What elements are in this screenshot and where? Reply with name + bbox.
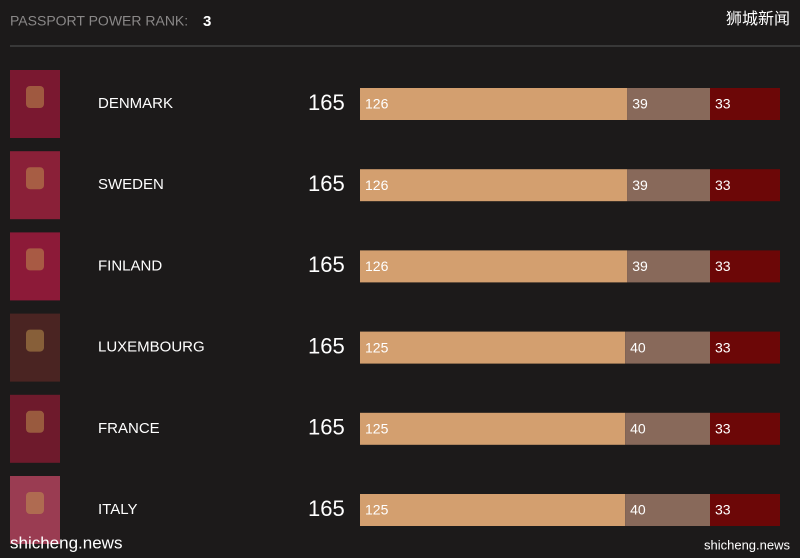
bar-segment bbox=[360, 250, 628, 283]
passport-emblem bbox=[26, 410, 44, 433]
bar-label: 33 bbox=[715, 339, 731, 355]
total: 165 bbox=[308, 252, 345, 277]
rows: DENMARK 165 126 39 33 SWEDEN 165 126 39 33 FINLAND… bbox=[10, 70, 780, 544]
bar-label: 126 bbox=[365, 258, 389, 274]
bar-segment bbox=[710, 88, 780, 120]
bar-segment bbox=[710, 169, 780, 202]
watermark: 狮城新闻 bbox=[726, 10, 790, 28]
total: 165 bbox=[308, 333, 345, 358]
bar-label: 125 bbox=[365, 502, 389, 518]
watermark: shicheng.news bbox=[10, 533, 122, 552]
bar-segment bbox=[710, 331, 780, 364]
bar-segment bbox=[360, 412, 626, 445]
country-name: DENMARK bbox=[98, 95, 173, 112]
passport-emblem bbox=[26, 248, 44, 271]
total: 165 bbox=[308, 90, 345, 115]
bar-segment bbox=[710, 412, 780, 445]
bar-label: 39 bbox=[632, 258, 648, 274]
country-name: SWEDEN bbox=[98, 176, 164, 193]
bar-label: 33 bbox=[715, 258, 731, 274]
bar-label: 39 bbox=[632, 96, 648, 112]
country-name: FRANCE bbox=[98, 420, 160, 437]
passport-emblem bbox=[26, 86, 44, 108]
bar-segment bbox=[627, 88, 710, 120]
country-name: LUXEMBOURG bbox=[98, 339, 205, 356]
country-name: FINLAND bbox=[98, 257, 162, 274]
total: 165 bbox=[308, 415, 345, 440]
bar-label: 33 bbox=[715, 502, 731, 518]
bar-segment bbox=[627, 169, 710, 202]
bar-label: 126 bbox=[365, 177, 389, 193]
bar-segment bbox=[625, 331, 710, 364]
bar-label: 40 bbox=[630, 502, 646, 518]
passport-emblem bbox=[26, 167, 44, 190]
bar-segment bbox=[625, 494, 710, 526]
passport-emblem bbox=[26, 329, 44, 352]
rank: 3 bbox=[203, 13, 211, 30]
bar-segment bbox=[710, 494, 780, 526]
bar-label: 33 bbox=[715, 96, 731, 112]
passport-emblem bbox=[26, 492, 44, 514]
bar-label: 33 bbox=[715, 177, 731, 193]
country-name: ITALY bbox=[98, 501, 137, 518]
bar-label: 33 bbox=[715, 421, 731, 437]
bar-label: 125 bbox=[365, 339, 389, 355]
bar-segment bbox=[710, 250, 780, 283]
bar-label: 40 bbox=[630, 421, 646, 437]
bar-segment bbox=[360, 331, 626, 364]
bar-segment bbox=[627, 250, 710, 283]
bar-segment bbox=[625, 412, 710, 445]
bar-label: 40 bbox=[630, 339, 646, 355]
watermark: shicheng.news bbox=[704, 537, 790, 552]
bar-segment bbox=[360, 494, 626, 526]
bar-segment bbox=[360, 169, 628, 202]
bar-label: 126 bbox=[365, 96, 389, 112]
total: 165 bbox=[308, 171, 345, 196]
bar-segment bbox=[360, 88, 628, 120]
bar-label: 39 bbox=[632, 177, 648, 193]
bar-label: 125 bbox=[365, 421, 389, 437]
title: PASSPORT POWER RANK: bbox=[10, 13, 188, 29]
total: 165 bbox=[308, 496, 345, 521]
